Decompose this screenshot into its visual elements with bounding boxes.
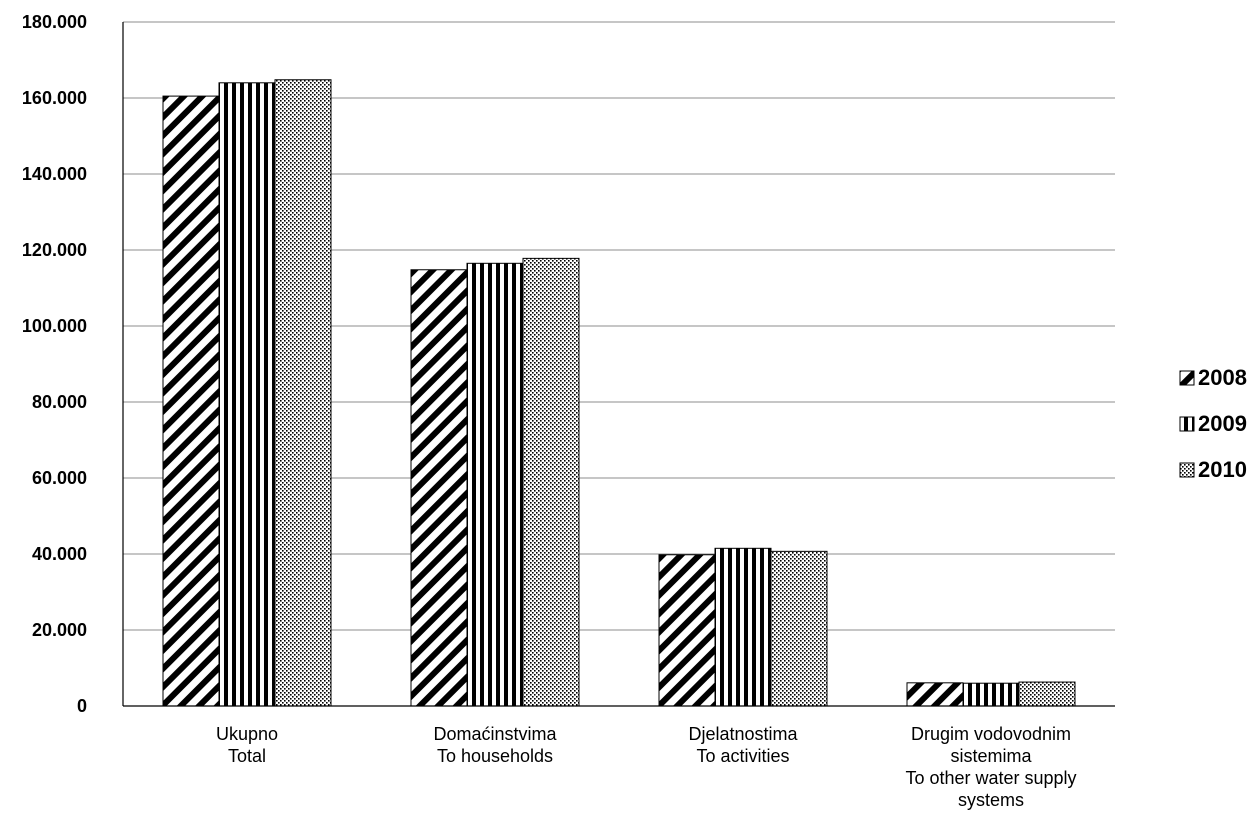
- bar-2009: [218, 82, 276, 707]
- y-tick-label: 40.000: [32, 544, 87, 564]
- bar-2010: [274, 79, 332, 707]
- y-tick-label: 60.000: [32, 468, 87, 488]
- y-tick-label: 0: [77, 696, 87, 716]
- legend-swatch-2009: [1179, 416, 1195, 432]
- legend-swatch-2010: [1179, 462, 1195, 478]
- x-category-label: Djelatnostima To activities: [688, 724, 798, 766]
- y-tick-label: 120.000: [22, 240, 87, 260]
- axes: [122, 22, 1115, 707]
- x-category-label: Ukupno Total: [216, 724, 278, 766]
- legend-label-2008: 2008: [1198, 365, 1247, 390]
- bar-2010: [1018, 681, 1076, 707]
- bar-2008: [162, 95, 220, 707]
- bar-2008: [906, 682, 964, 707]
- legend-label-2009: 2009: [1198, 411, 1247, 436]
- y-tick-label: 180.000: [22, 12, 87, 32]
- y-tick-label: 160.000: [22, 88, 87, 108]
- legend-label-2010: 2010: [1198, 457, 1247, 482]
- y-tick-label: 140.000: [22, 164, 87, 184]
- legend: 2008 2009 2010: [1179, 365, 1247, 482]
- y-tick-label: 20.000: [32, 620, 87, 640]
- bars: [162, 79, 1076, 707]
- bar-2010: [770, 550, 828, 707]
- legend-swatch-2008: [1179, 370, 1195, 386]
- bar-2009: [962, 682, 1020, 707]
- bar-2009: [466, 262, 524, 707]
- x-category-label: Drugim vodovodnim sistemima To other water…: [905, 724, 1076, 810]
- bar-2008: [658, 554, 716, 707]
- bar-2008: [410, 269, 468, 707]
- y-tick-label: 100.000: [22, 316, 87, 336]
- y-axis-ticks: 0 20.000 40.000 60.000 80.000 100.000 120.000 1…: [22, 12, 87, 716]
- bar-2010: [522, 257, 580, 707]
- x-axis-categories: Ukupno Total Domaćinstvima To households Dje…: [216, 724, 1077, 810]
- x-category-label: Domaćinstvima To households: [433, 724, 557, 766]
- y-tick-label: 80.000: [32, 392, 87, 412]
- bar-2009: [714, 547, 772, 707]
